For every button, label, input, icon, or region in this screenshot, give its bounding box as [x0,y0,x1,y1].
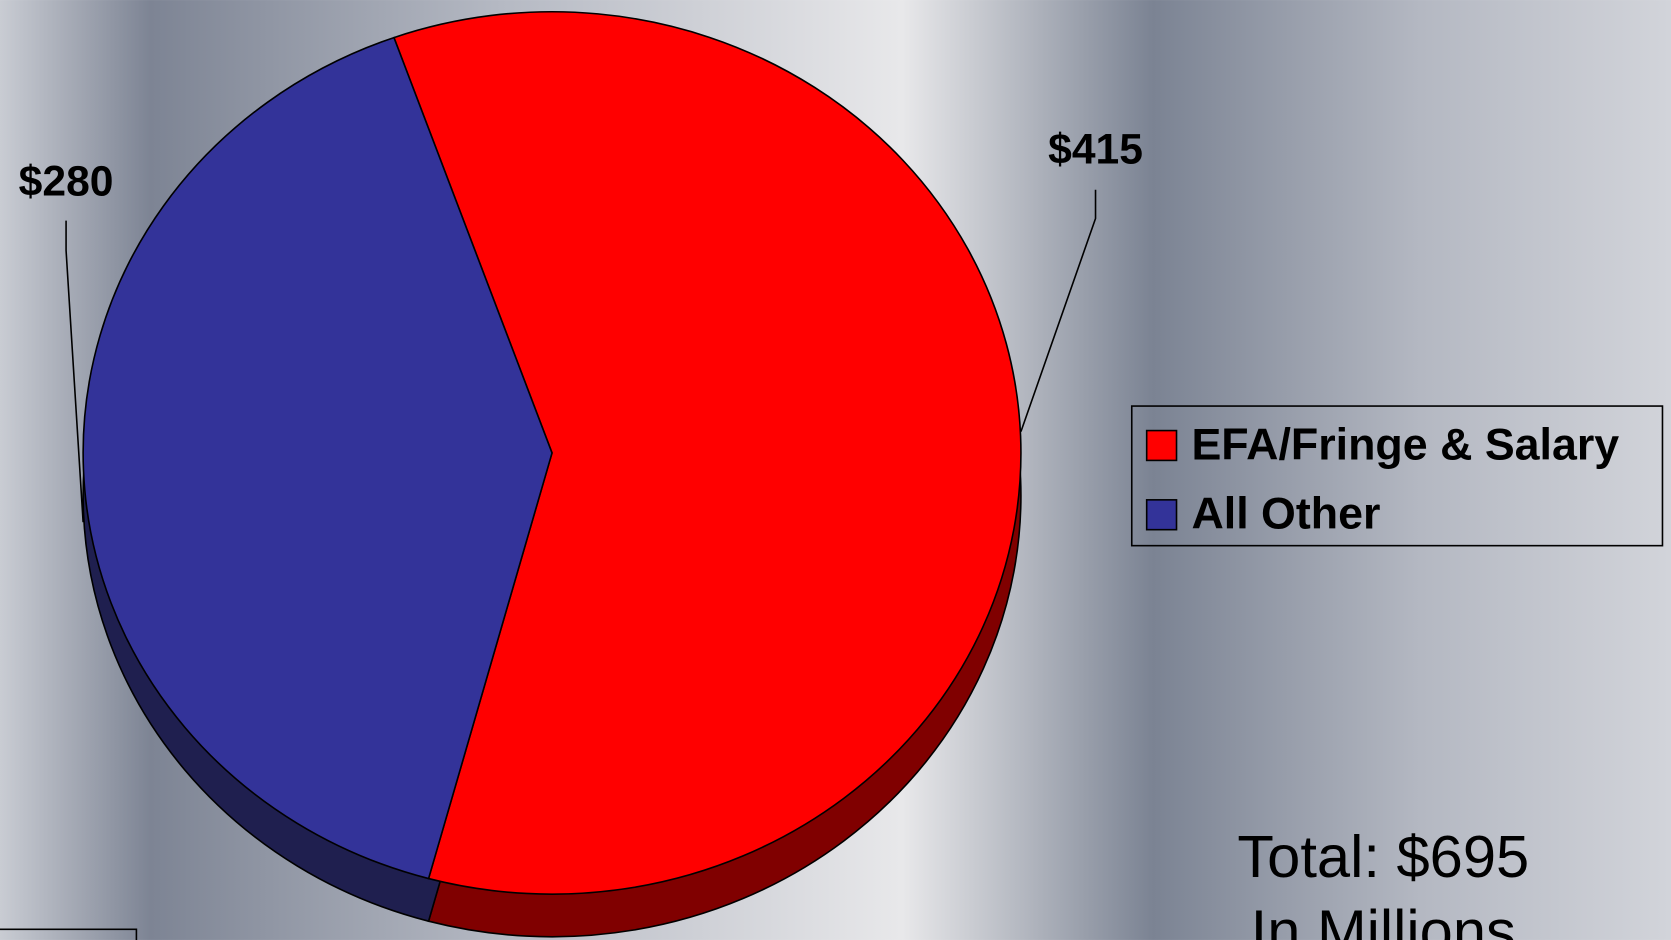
data-label: $415 [1048,126,1143,174]
legend-label: EFA/Fringe & Salary [1191,419,1619,469]
legend-swatch [1145,499,1178,531]
slice [392,10,1022,895]
legend-label: All Other [1191,489,1380,539]
leader-line [1020,189,1097,432]
units-label: In Millions [1251,897,1516,940]
legend-box [1130,405,1664,547]
slice [82,36,553,880]
leader-line [65,220,84,523]
data-label: $280 [19,158,114,206]
legend-swatch [1145,429,1178,462]
total-label: Total: $695 [1237,823,1529,890]
